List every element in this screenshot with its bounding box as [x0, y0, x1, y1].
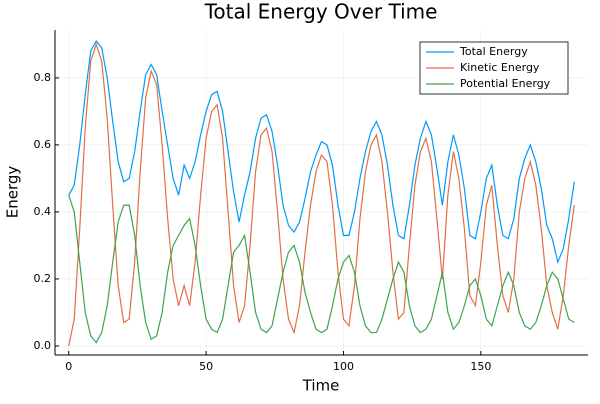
legend-label: Total Energy [459, 45, 528, 58]
legend-label: Potential Energy [460, 77, 551, 90]
x-axis-label: Time [302, 377, 340, 395]
series-line [68, 42, 575, 347]
series-line [68, 39, 575, 265]
y-tick-label: 0.4 [34, 205, 52, 218]
chart-title: Total Energy Over Time [204, 0, 438, 24]
y-tick-label: 0.6 [34, 138, 52, 151]
y-tick-label: 0.0 [34, 339, 52, 352]
y-axis-label: Energy [4, 166, 22, 219]
y-tick-label: 0.8 [34, 71, 52, 84]
x-tick-label: 50 [199, 360, 213, 373]
x-tick-label: 0 [65, 360, 72, 373]
x-tick-label: 100 [333, 360, 354, 373]
y-tick-label: 0.2 [34, 272, 52, 285]
x-tick-label: 150 [470, 360, 491, 373]
series-line [68, 194, 575, 344]
legend-label: Kinetic Energy [460, 61, 540, 74]
